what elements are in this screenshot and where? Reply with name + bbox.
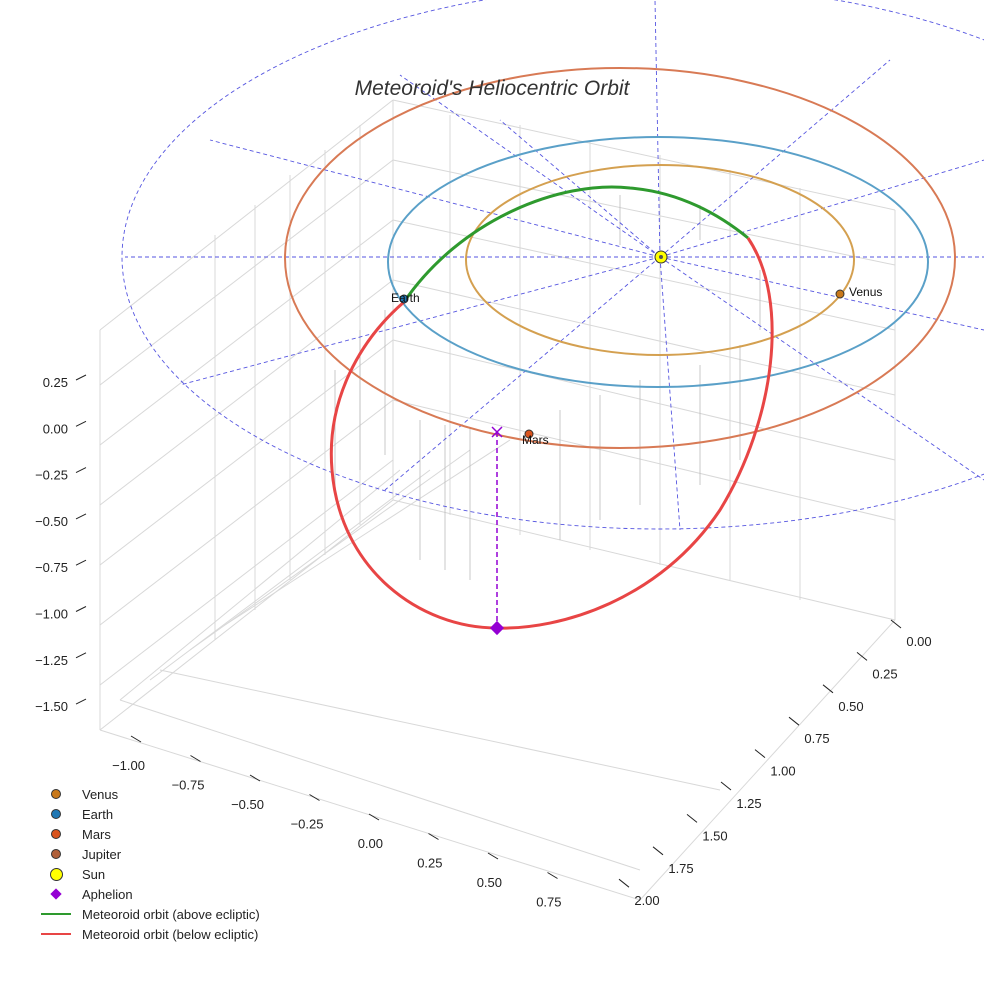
x-axis-tick-label: 0.75 xyxy=(536,895,561,910)
venus-label: Venus xyxy=(849,285,882,299)
y-axis-tick-mark xyxy=(686,814,698,823)
y-axis-tick-label: 1.25 xyxy=(736,796,761,811)
y-axis-tick-mark xyxy=(822,684,834,694)
z-axis-tick-label: −0.25 xyxy=(35,468,68,483)
legend-label: Meteoroid orbit (below ecliptic) xyxy=(82,926,259,942)
projection-lines xyxy=(334,195,761,580)
meteoroid-orbit-above xyxy=(402,185,749,303)
y-axis-tick-label: 1.75 xyxy=(668,861,693,876)
z-axis-tick-label: −1.25 xyxy=(35,653,68,668)
venus-orbit xyxy=(465,164,855,356)
y-axis-tick-label: 1.50 xyxy=(702,828,727,843)
y-axis-tick-mark xyxy=(652,846,664,856)
z-axis-tick-mark xyxy=(75,652,87,659)
x-axis-tick-label: −0.75 xyxy=(172,778,205,793)
x-axis-tick-mark xyxy=(249,774,261,782)
venus-marker xyxy=(835,289,845,299)
legend-label: Meteoroid orbit (above ecliptic) xyxy=(82,906,260,922)
y-axis-tick-label: 1.00 xyxy=(770,764,795,779)
legend-label: Mars xyxy=(82,826,111,842)
meteoroid-below-legend-line xyxy=(41,933,71,935)
z-axis-tick-mark xyxy=(75,513,87,520)
x-axis-tick-label: −0.50 xyxy=(231,797,264,812)
z-axis-tick-mark xyxy=(75,559,87,566)
earth-legend-marker xyxy=(51,809,61,819)
aphelion-marker xyxy=(489,620,505,636)
z-axis-tick-label: 0.25 xyxy=(43,375,68,390)
earth-label: Earth xyxy=(391,291,420,305)
legend-item-mars: Mars xyxy=(36,824,260,844)
earth-marker xyxy=(399,294,409,304)
legend: Venus Earth Mars Jupiter Sun Aphelion Me… xyxy=(36,784,260,944)
y-axis-tick-mark xyxy=(890,619,902,629)
aphelion-projection-marker xyxy=(491,426,503,438)
z-axis-tick-label: −0.50 xyxy=(35,514,68,529)
legend-item-earth: Earth xyxy=(36,804,260,824)
legend-item-meteoroid-below: Meteoroid orbit (below ecliptic) xyxy=(36,924,260,944)
y-axis-tick-label: 2.00 xyxy=(634,893,659,908)
y-axis-tick-mark xyxy=(618,878,630,888)
chart-title: Meteoroid's Heliocentric Orbit xyxy=(355,77,631,100)
legend-item-jupiter: Jupiter xyxy=(36,844,260,864)
x-axis-tick-label: −0.25 xyxy=(291,817,324,832)
y-axis-tick-mark xyxy=(720,781,732,791)
z-axis-tick-mark xyxy=(75,698,87,705)
z-axis-tick-label: 0.00 xyxy=(43,421,68,436)
x-axis-tick-mark xyxy=(309,794,320,801)
legend-label: Jupiter xyxy=(82,846,122,862)
x-axis-tick-mark xyxy=(547,872,558,879)
z-axis-tick-mark xyxy=(75,374,87,381)
y-axis-ticks: 0.00 0.25 0.50 0.75 1.00 1.25 1.50 1.75 2.00 xyxy=(618,619,932,908)
legend-item-meteoroid-above: Meteoroid orbit (above ecliptic) xyxy=(36,904,260,924)
mars-legend-marker xyxy=(51,829,61,839)
mars-label: Mars xyxy=(522,433,549,447)
y-axis-tick-label: 0.25 xyxy=(872,666,897,681)
x-axis-tick-mark xyxy=(368,813,380,821)
z-axis-tick-mark xyxy=(75,467,87,474)
jupiter-legend-marker xyxy=(51,849,61,859)
y-axis-tick-mark xyxy=(856,652,868,661)
y-axis-tick-mark xyxy=(788,716,800,726)
z-axis-tick-mark xyxy=(75,606,87,612)
y-axis-tick-label: 0.50 xyxy=(838,699,863,714)
x-axis-tick-label: 0.00 xyxy=(358,836,383,851)
x-axis-tick-mark xyxy=(190,755,201,762)
sun-legend-marker xyxy=(49,867,63,881)
mars-marker xyxy=(524,429,534,439)
legend-label: Earth xyxy=(82,806,114,822)
y-axis-tick-label: 0.00 xyxy=(906,634,931,649)
z-axis-tick-label: −1.00 xyxy=(35,607,68,622)
legend-item-venus: Venus xyxy=(36,784,260,804)
z-axis-ticks: 0.25 0.00 −0.25 −0.50 −0.75 −1.00 −1.25 −1.50 xyxy=(35,374,87,714)
legend-item-aphelion: Aphelion xyxy=(36,884,260,904)
legend-label: Aphelion xyxy=(82,886,133,902)
z-axis-tick-mark xyxy=(75,420,87,427)
sun-center-dot xyxy=(659,255,663,259)
venus-legend-marker xyxy=(51,789,61,799)
z-axis-tick-label: −0.75 xyxy=(35,560,68,575)
earth-orbit xyxy=(387,136,929,388)
y-axis-tick-label: 0.75 xyxy=(804,731,829,746)
x-axis-tick-label: −1.00 xyxy=(112,758,145,773)
jupiter-orbit xyxy=(284,67,956,449)
y-axis-tick-mark xyxy=(754,749,766,758)
x-axis-tick-mark xyxy=(487,852,499,860)
meteoroid-above-legend-line xyxy=(41,913,71,915)
x-axis-tick-label: 0.50 xyxy=(477,875,502,890)
legend-label: Venus xyxy=(82,786,119,802)
axis-grid xyxy=(99,99,896,901)
aphelion-legend-marker xyxy=(50,888,62,900)
x-axis-ticks: −1.00 −0.75 −0.50 −0.25 0.00 0.25 0.50 0.75 xyxy=(112,735,562,910)
x-axis-tick-mark xyxy=(130,735,142,743)
legend-label: Sun xyxy=(82,866,106,882)
legend-item-sun: Sun xyxy=(36,864,260,884)
x-axis-tick-label: 0.25 xyxy=(417,856,442,871)
x-axis-tick-mark xyxy=(428,833,439,840)
z-axis-tick-label: −1.50 xyxy=(35,699,68,714)
